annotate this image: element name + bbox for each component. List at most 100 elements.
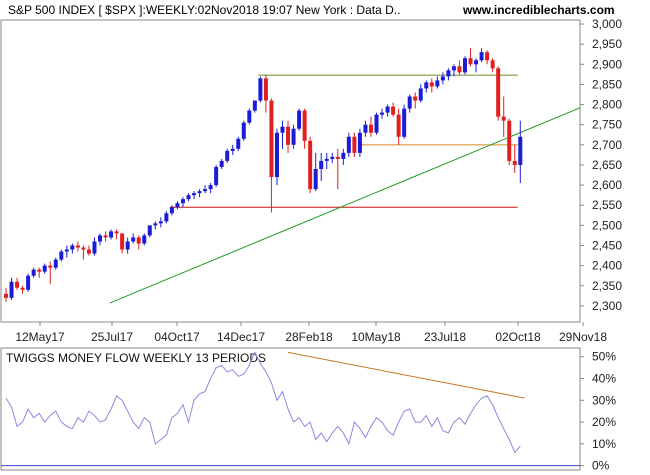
candle: [507, 118, 512, 165]
candle-body: [485, 52, 490, 61]
chart-title: S&P 500 INDEX [ $SPX ]:WEEKLY:02Nov2018 …: [8, 3, 400, 17]
candle: [291, 124, 296, 149]
x-tick-label: 23Jul18: [424, 330, 466, 344]
candle: [357, 128, 362, 157]
indicator-line: [1, 351, 580, 467]
y-tick-label: 2,750: [592, 118, 622, 132]
long-term-trendline: [109, 107, 581, 304]
candle-body: [374, 114, 379, 133]
x-tick-label: 10May18: [351, 330, 401, 344]
x-tick-label: 29Nov18: [559, 330, 607, 344]
candle: [429, 78, 434, 93]
candle-body: [70, 245, 75, 250]
candle: [385, 104, 390, 117]
candle-body: [15, 281, 20, 288]
candle: [308, 136, 313, 194]
indicator-tick-label: 10%: [592, 437, 616, 451]
candle-body: [120, 233, 125, 250]
candle-body: [496, 68, 501, 117]
candle: [297, 108, 302, 131]
candle-body: [418, 88, 423, 101]
indicator-y-axis: 50% 40% 30% 20% 10% 0%: [580, 350, 616, 473]
candle: [330, 152, 335, 163]
candle-body: [164, 213, 169, 222]
candle: [175, 201, 180, 210]
candle: [158, 217, 163, 228]
candle: [402, 104, 407, 139]
y-tick-label: 2,450: [592, 238, 622, 252]
candle-body: [230, 148, 235, 151]
candle-body: [474, 60, 479, 65]
candle: [59, 249, 64, 262]
candle: [418, 84, 423, 103]
candle-body: [429, 82, 434, 87]
y-tick-label: 2,800: [592, 98, 622, 112]
candle-body: [136, 237, 141, 244]
candle-body: [468, 58, 473, 65]
candle-body: [501, 116, 506, 121]
candle-body: [396, 114, 401, 137]
candle: [31, 267, 36, 278]
candle: [219, 158, 224, 169]
candle-body: [9, 281, 14, 298]
candle-body: [214, 166, 219, 186]
candle-body: [346, 136, 351, 153]
candle: [252, 100, 257, 113]
candle: [319, 152, 324, 182]
candle-body: [98, 235, 103, 242]
x-tick-label: 12May17: [15, 330, 65, 344]
candle-body: [81, 247, 86, 250]
candle-body: [92, 241, 97, 254]
y-tick-label: 2,700: [592, 138, 622, 152]
candle-body: [131, 237, 136, 242]
candle: [236, 136, 241, 151]
candle-body: [4, 293, 8, 298]
candle: [147, 225, 152, 238]
candle: [186, 193, 191, 202]
candle-body: [385, 106, 390, 113]
candle-body: [435, 80, 440, 87]
candle: [197, 189, 202, 198]
candle-body: [241, 122, 246, 139]
candle: [20, 285, 25, 294]
candle: [302, 108, 307, 149]
candle-body: [313, 168, 318, 190]
price-panel-frame: [0, 19, 581, 323]
candle-body: [59, 251, 64, 260]
candle-body: [380, 112, 385, 115]
candle: [75, 241, 80, 252]
y-tick-label: 2,650: [592, 158, 622, 172]
candle-body: [180, 199, 185, 204]
candle: [125, 237, 130, 254]
candle: [286, 120, 291, 153]
candle-body: [424, 82, 429, 89]
candle-body: [341, 152, 346, 159]
candle: [479, 48, 484, 63]
candle-body: [335, 156, 340, 159]
candle: [368, 116, 373, 137]
indicator-tick-label: 20%: [592, 415, 616, 429]
indicator-title: TWIGGS MONEY FLOW WEEKLY 13 PERIODS: [6, 351, 266, 365]
money-flow-line: [5, 351, 521, 454]
candle: [341, 148, 346, 165]
candle: [274, 128, 279, 186]
candle-body: [512, 160, 517, 165]
candle-body: [263, 78, 268, 101]
indicator-tick-label: 40%: [592, 372, 616, 386]
y-tick-label: 2,900: [592, 57, 622, 71]
candle-body: [457, 66, 462, 73]
candle: [214, 164, 219, 188]
website-label: www.incrediblecharts.com: [462, 3, 615, 17]
candle: [70, 243, 75, 254]
candle: [103, 231, 108, 242]
candle: [114, 229, 119, 240]
candle: [446, 68, 451, 81]
candle: [142, 233, 147, 246]
candle: [26, 273, 31, 292]
candle-body: [175, 203, 180, 208]
candle: [440, 72, 445, 85]
price-trendlines: [109, 107, 581, 304]
candle: [263, 75, 268, 113]
candle: [324, 152, 329, 169]
